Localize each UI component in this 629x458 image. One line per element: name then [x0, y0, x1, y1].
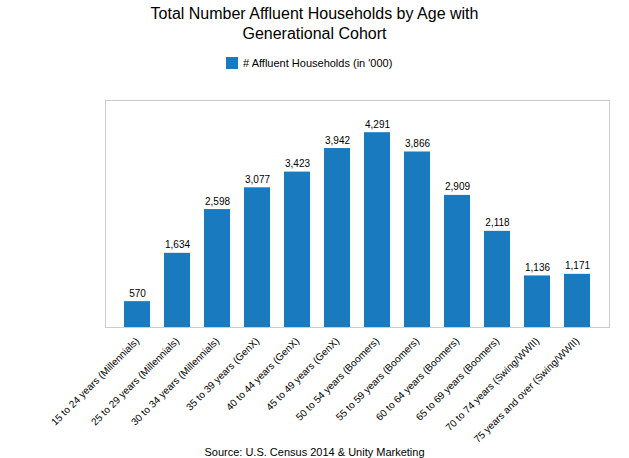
svg-text:40 to 44 years (GenX): 40 to 44 years (GenX)	[224, 335, 301, 412]
svg-text:2,909: 2,909	[445, 181, 470, 192]
svg-text:2,118: 2,118	[485, 217, 510, 228]
svg-text:2,598: 2,598	[205, 195, 230, 206]
svg-text:3,942: 3,942	[325, 134, 350, 145]
svg-text:3,866: 3,866	[405, 137, 430, 148]
svg-text:30 to 34 years (Millennials): 30 to 34 years (Millennials)	[128, 334, 222, 427]
svg-text:65 to 69 years (Boomers): 65 to 69 years (Boomers)	[414, 335, 502, 423]
svg-text:60 to 64 years (Boomers): 60 to 64 years (Boomers)	[374, 335, 462, 423]
svg-text:75 years and over (Swing/WWII): 75 years and over (Swing/WWII)	[472, 335, 582, 445]
svg-text:3,423: 3,423	[285, 158, 310, 169]
svg-text:50 to 54 years (Boomers): 50 to 54 years (Boomers)	[294, 335, 382, 423]
svg-text:1,136: 1,136	[525, 261, 550, 272]
svg-text:3,077: 3,077	[245, 173, 270, 184]
svg-text:4,291: 4,291	[365, 118, 390, 129]
svg-text:1,634: 1,634	[165, 239, 190, 250]
svg-text:70 to 74 years (Swing/WWII): 70 to 74 years (Swing/WWII)	[443, 334, 542, 433]
html-text:# Affluent Households (in '000: # Affluent Households (in '000)	[243, 56, 393, 69]
html-text:Source: U.S. Census 2014 & Uni: Source: U.S. Census 2014 & Unity Marketi…	[204, 445, 425, 458]
svg-text:570: 570	[129, 287, 146, 298]
svg-text:35 to 39 years (GenX): 35 to 39 years (GenX)	[184, 335, 261, 412]
svg-text:45 to 49 years (GenX): 45 to 49 years (GenX)	[264, 335, 341, 412]
svg-text:25 to 29 years (Millennials): 25 to 29 years (Millennials)	[88, 334, 182, 427]
html-text:Total Number Affluent Househol: Total Number Affluent Households by Age …	[150, 5, 479, 42]
svg-text:1,171: 1,171	[565, 260, 590, 271]
svg-text:55 to 59 years (Boomers): 55 to 59 years (Boomers)	[334, 335, 422, 423]
svg-text:15 to 24 years (Millennials): 15 to 24 years (Millennials)	[48, 334, 142, 427]
